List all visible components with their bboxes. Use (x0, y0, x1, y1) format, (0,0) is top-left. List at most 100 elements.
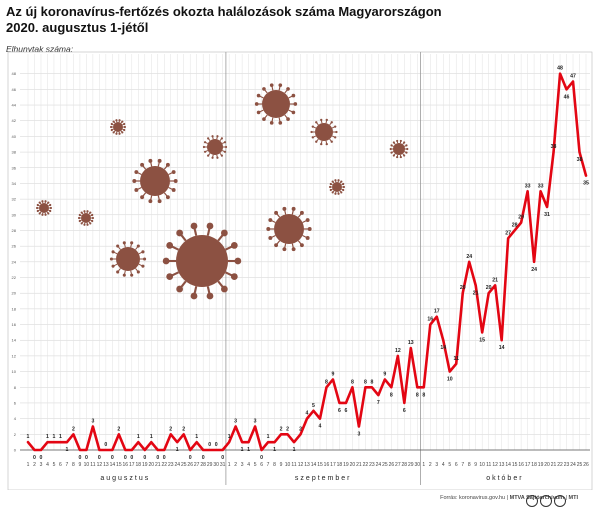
x-tick-label: 1 (228, 462, 231, 468)
x-tick-label: 18 (136, 462, 142, 468)
data-label: 1 (150, 434, 153, 440)
data-label: 15 (479, 337, 485, 343)
x-tick-label: 6 (455, 462, 458, 468)
x-tick-label: 5 (53, 462, 56, 468)
data-label: 1 (241, 447, 244, 453)
x-tick-label: 6 (59, 462, 62, 468)
data-label: 4 (319, 424, 322, 430)
data-label: 0 (215, 442, 218, 448)
x-tick-label: 30 (213, 462, 219, 468)
x-tick-label: 30 (415, 462, 421, 468)
x-tick-label: 2 (33, 462, 36, 468)
y-tick-label: 30 (12, 212, 17, 217)
x-tick-label: 22 (161, 462, 167, 468)
data-label: 0 (124, 455, 127, 461)
x-tick-label: 23 (369, 462, 375, 468)
x-tick-label: 25 (577, 462, 583, 468)
x-tick-label: 3 (241, 462, 244, 468)
y-tick-label: 16 (12, 322, 17, 327)
data-label: 5 (312, 403, 315, 409)
x-tick-label: 21 (551, 462, 557, 468)
virus-icon (162, 222, 242, 300)
virus-icon (110, 119, 126, 135)
x-tick-label: 12 (492, 462, 498, 468)
x-tick-label: 20 (148, 462, 154, 468)
data-label: 3 (254, 418, 257, 424)
mti-logo-icon (526, 495, 538, 507)
x-tick-label: 18 (531, 462, 537, 468)
x-tick-label: 18 (337, 462, 343, 468)
virus-icon (266, 206, 312, 252)
title-line-1: Az új koronavírus-fertőzés okozta halálo… (6, 4, 442, 19)
y-tick-label: 34 (12, 181, 17, 186)
x-tick-label: 10 (285, 462, 291, 468)
month-label: augusztus (100, 475, 150, 482)
data-label: 8 (370, 379, 373, 385)
x-tick-label: 21 (155, 462, 161, 468)
x-tick-label: 8 (468, 462, 471, 468)
data-label: 35 (583, 181, 589, 187)
data-label: 0 (189, 455, 192, 461)
x-tick-label: 28 (200, 462, 206, 468)
source-prefix: Forrás: (440, 495, 460, 501)
x-tick-label: 7 (461, 462, 464, 468)
data-label: 2 (280, 426, 283, 432)
x-tick-label: 16 (123, 462, 129, 468)
x-tick-label: 10 (479, 462, 485, 468)
data-label: 8 (325, 379, 328, 385)
x-tick-label: 28 (402, 462, 408, 468)
virus-icon (132, 158, 178, 204)
chart-area: 0246810121416182022242628303234363840424… (7, 51, 593, 490)
x-tick-label: 26 (583, 462, 589, 468)
x-tick-label: 22 (557, 462, 563, 468)
data-label: 1 (59, 434, 62, 440)
data-label: 1 (65, 447, 68, 453)
x-tick-label: 27 (395, 462, 401, 468)
x-tick-label: 9 (280, 462, 283, 468)
data-label: 1 (247, 447, 250, 453)
virus-icon (254, 83, 298, 125)
x-tick-label: 15 (116, 462, 122, 468)
x-tick-label: 1 (27, 462, 30, 468)
x-tick-label: 19 (538, 462, 544, 468)
y-tick-label: 6 (14, 400, 17, 405)
data-label: 2 (182, 426, 185, 432)
data-label: 1 (137, 434, 140, 440)
data-label: 1 (53, 434, 56, 440)
x-tick-label: 14 (311, 462, 317, 468)
data-label: 8 (390, 392, 393, 398)
data-label: 33 (538, 183, 544, 189)
data-label: 10 (447, 377, 453, 383)
x-tick-label: 16 (324, 462, 330, 468)
x-tick-label: 22 (363, 462, 369, 468)
x-tick-label: 21 (356, 462, 362, 468)
x-tick-label: 14 (110, 462, 116, 468)
data-label: 13 (408, 340, 414, 346)
data-label: 16 (427, 317, 433, 323)
y-tick-label: 24 (12, 259, 17, 264)
data-label: 6 (403, 408, 406, 414)
data-label: 2 (117, 426, 120, 432)
chart-title: Az új koronavírus-fertőzés okozta halálo… (6, 4, 442, 36)
x-tick-label: 23 (168, 462, 174, 468)
x-tick-label: 7 (66, 462, 69, 468)
data-label: 31 (544, 212, 550, 218)
x-tick-label: 16 (518, 462, 524, 468)
data-label: 21 (473, 290, 479, 296)
month-label: október (486, 475, 523, 482)
x-tick-label: 24 (570, 462, 576, 468)
data-label: 4 (306, 411, 309, 417)
y-tick-label: 14 (12, 338, 17, 343)
data-label: 27 (505, 230, 511, 236)
y-tick-label: 48 (12, 71, 17, 76)
x-tick-label: 24 (174, 462, 180, 468)
data-label: 7 (377, 400, 380, 406)
data-label: 1 (27, 434, 30, 440)
data-label: 6 (338, 408, 341, 414)
data-label: 1 (46, 434, 49, 440)
data-label: 6 (344, 408, 347, 414)
x-tick-label: 2 (429, 462, 432, 468)
x-tick-label: 19 (343, 462, 349, 468)
x-tick-label: 24 (376, 462, 382, 468)
x-tick-label: 11 (90, 462, 95, 468)
